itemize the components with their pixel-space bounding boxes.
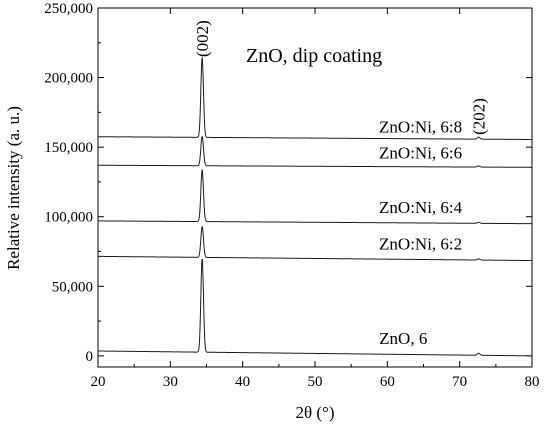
series-line [98,225,532,262]
x-tick-label: 60 [380,374,395,390]
x-axis-label: 2θ (°) [295,403,334,422]
y-tick-label: 0 [86,349,94,365]
y-tick-label: 200,000 [44,71,93,87]
y-axis-ticks: 0 50,000 100,000 150,000 200,000 250,000 [44,1,532,365]
y-tick-label: 100,000 [44,210,93,226]
x-tick-label: 80 [525,374,540,390]
series-label: ZnO:Ni, 6:2 [379,234,462,253]
series-labels: ZnO, 6 ZnO:Ni, 6:2 ZnO:Ni, 6:4 ZnO:Ni, 6:6 Z… [379,118,463,349]
x-tick-label: 20 [91,374,106,390]
series-line [98,258,532,357]
peak-annotation: (002) [193,20,212,57]
chart-title: ZnO, dip coating [246,45,382,67]
series-label: ZnO:Ni, 6:8 [379,118,462,137]
x-tick-label: 50 [308,374,323,390]
series-line [98,168,532,225]
peak-annotations: (002) (202) [193,20,488,135]
series-line [98,56,532,140]
peak-annotation: (202) [470,98,489,135]
series-label: ZnO, 6 [379,329,427,348]
x-tick-label: 30 [163,374,178,390]
y-tick-label: 150,000 [44,140,93,156]
y-tick-label: 250,000 [44,1,93,17]
x-tick-label: 70 [452,374,467,390]
y-axis-label: Relative intensity (a. u.) [4,106,23,270]
x-axis-ticks: 20 30 40 50 60 70 80 [91,8,540,390]
series-label: ZnO:Ni, 6:4 [379,198,463,217]
y-tick-label: 50,000 [52,279,93,295]
series-lines [98,56,532,357]
x-tick-label: 40 [235,374,250,390]
series-label: ZnO:Ni, 6:6 [379,143,462,162]
series-line [98,135,532,168]
